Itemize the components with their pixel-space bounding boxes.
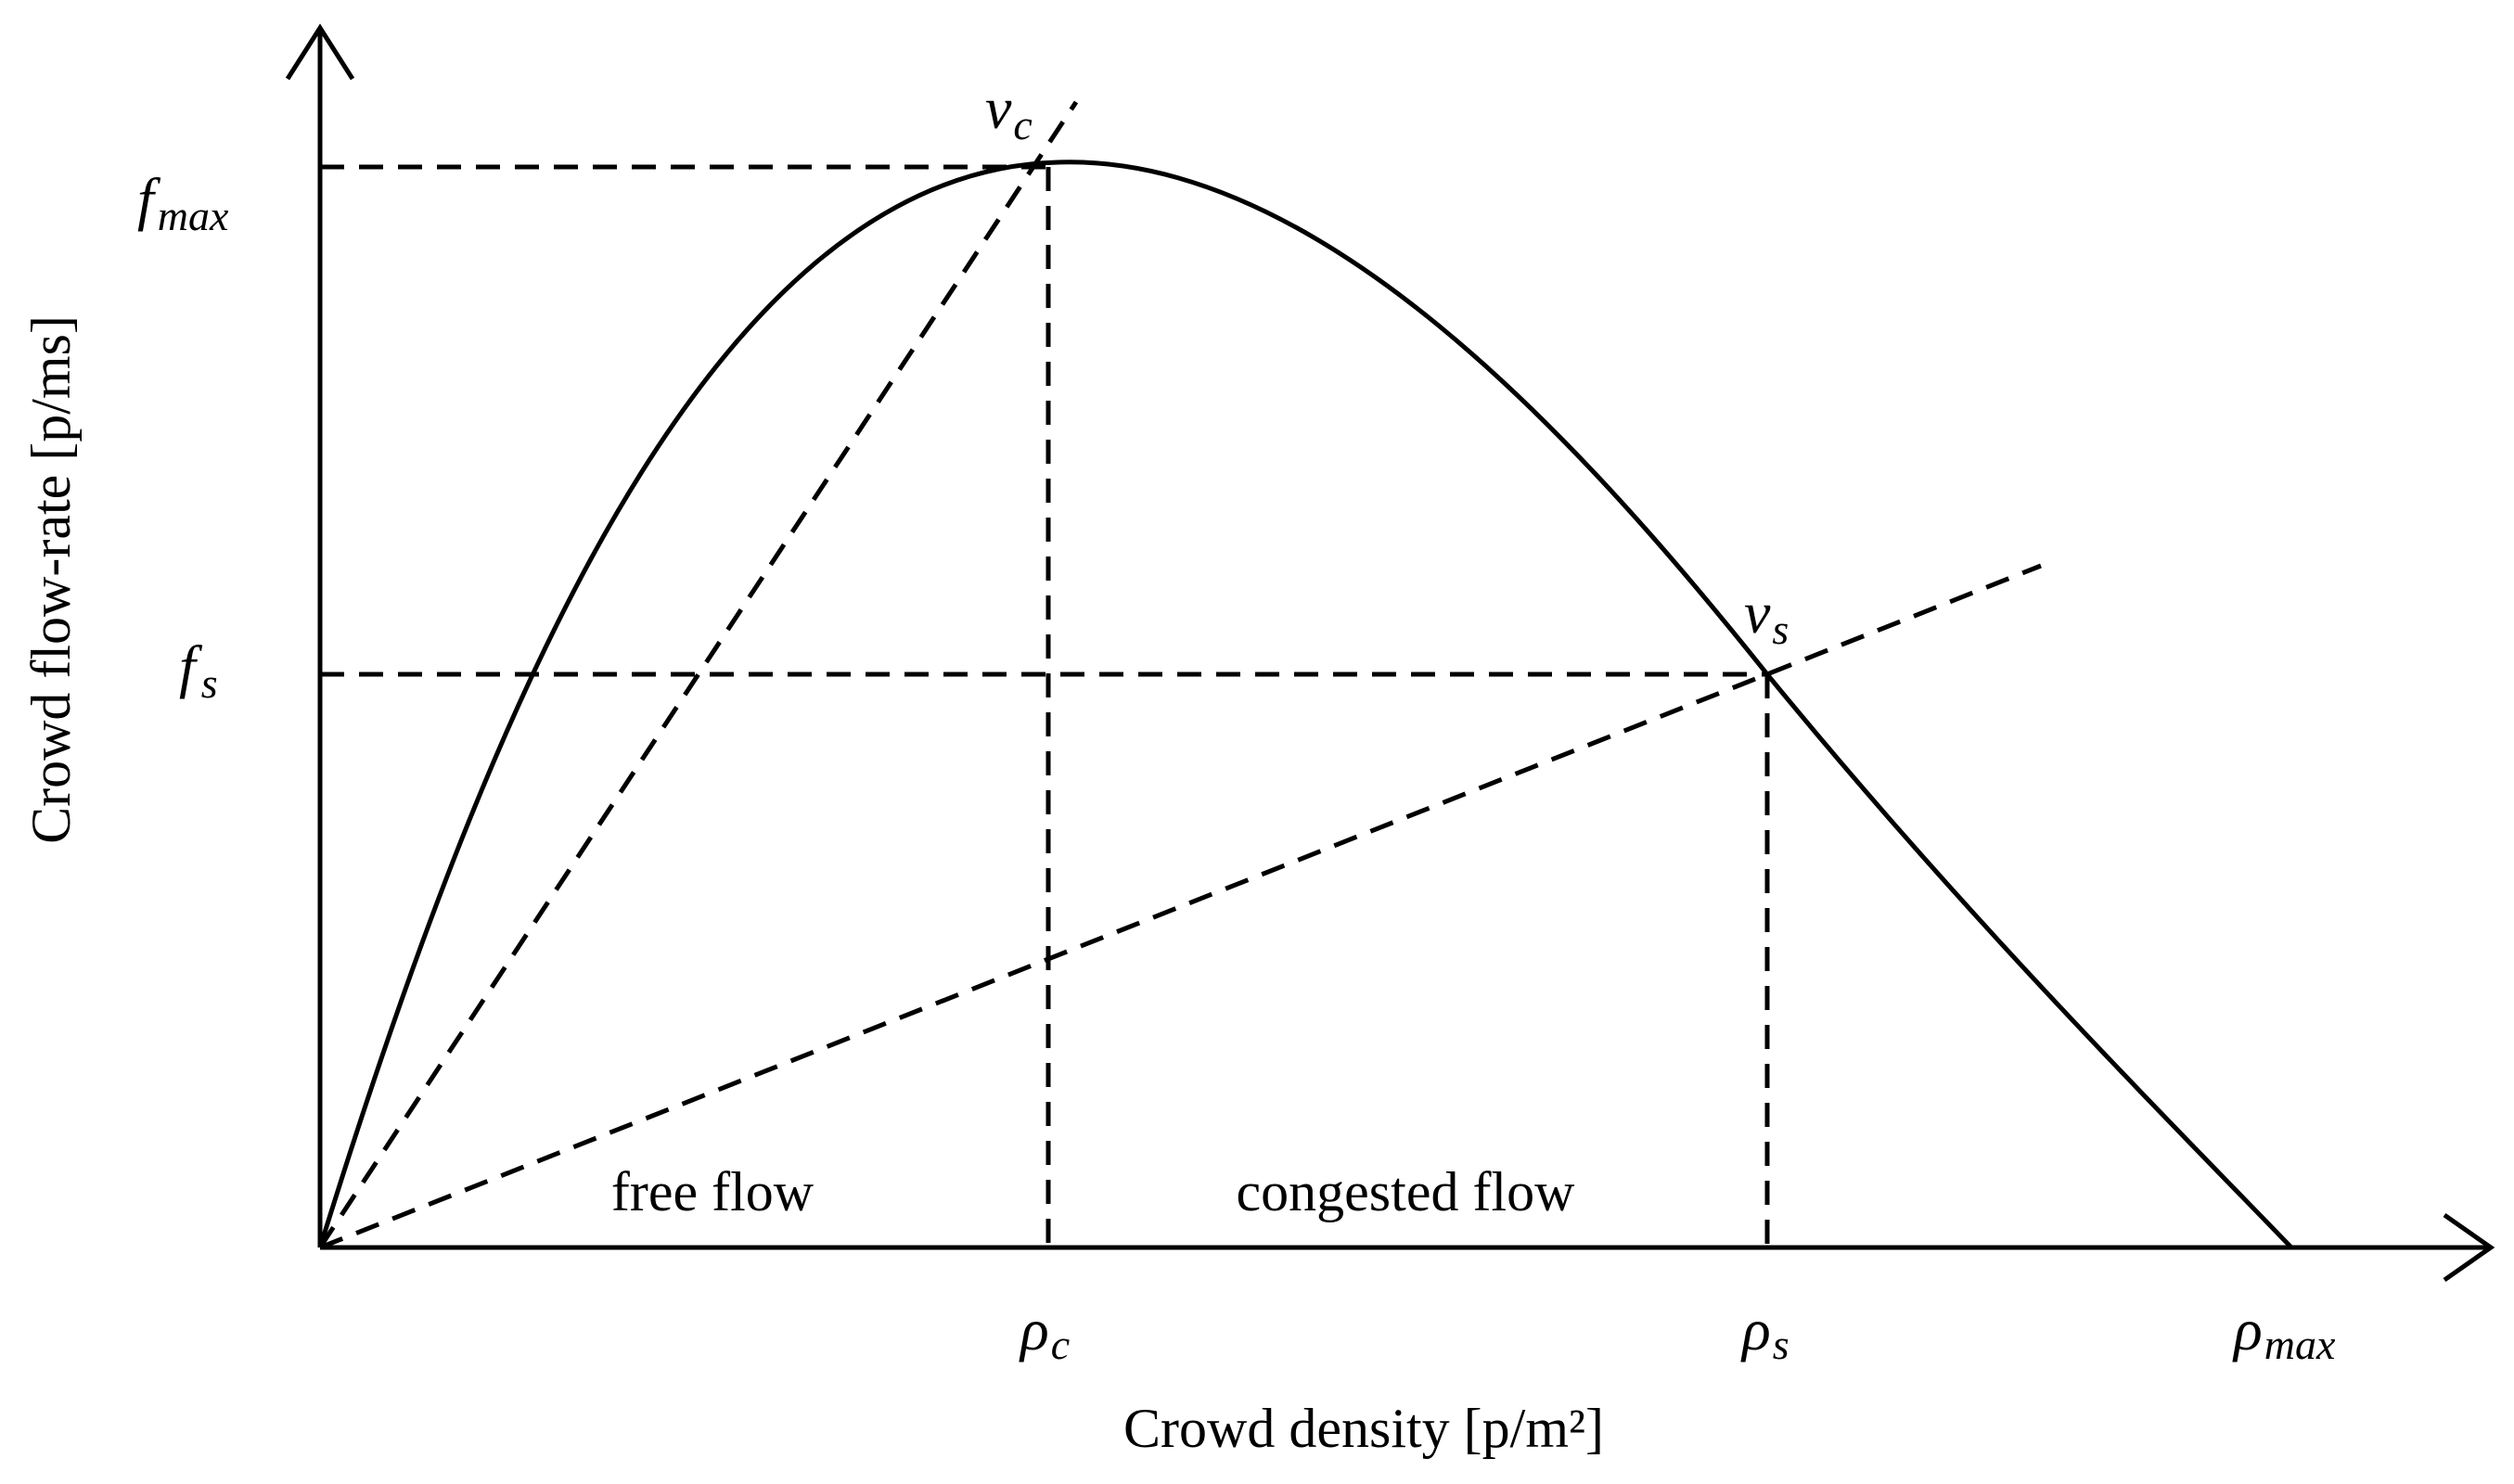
rho-max-main: ρ (2232, 1297, 2263, 1362)
congested-flow-label: congested flow (1237, 1161, 1576, 1222)
v-c-sub: c (1013, 101, 1032, 148)
v-c-label: vc (985, 75, 1033, 148)
free-flow-label: free flow (611, 1161, 814, 1222)
stationary-speed-line (319, 563, 2042, 1250)
v-s-label: vs (1744, 580, 1789, 653)
y-axis-arrowhead (285, 23, 355, 81)
f-s-main: f (179, 633, 203, 699)
x-axis-arrowhead (2443, 1212, 2495, 1283)
critical-speed-line (317, 100, 1079, 1249)
x-axis-title: Crowd density [p/m²] (1123, 1398, 1604, 1459)
rho-s-main: ρ (1740, 1297, 1771, 1362)
v-c-main: v (985, 75, 1012, 141)
rho-max-label: ρmax (2232, 1297, 2336, 1368)
flow-density-curve (317, 160, 2293, 1249)
y-axis-title: Crowd flow-rate [p/ms] (20, 315, 82, 844)
f-max-sub: max (158, 192, 229, 239)
rho-s-sub: s (1773, 1321, 1789, 1368)
v-s-sub: s (1772, 606, 1789, 653)
rho-c-sub: c (1051, 1321, 1070, 1368)
rho-max-sub: max (2264, 1321, 2336, 1368)
rho-c-label: ρc (1019, 1297, 1070, 1368)
f-max-label: fmax (137, 166, 229, 239)
rho-s-label: ρs (1740, 1297, 1789, 1368)
rho-c-main: ρ (1019, 1297, 1049, 1362)
v-s-main: v (1744, 580, 1771, 646)
f-s-sub: s (201, 659, 218, 707)
